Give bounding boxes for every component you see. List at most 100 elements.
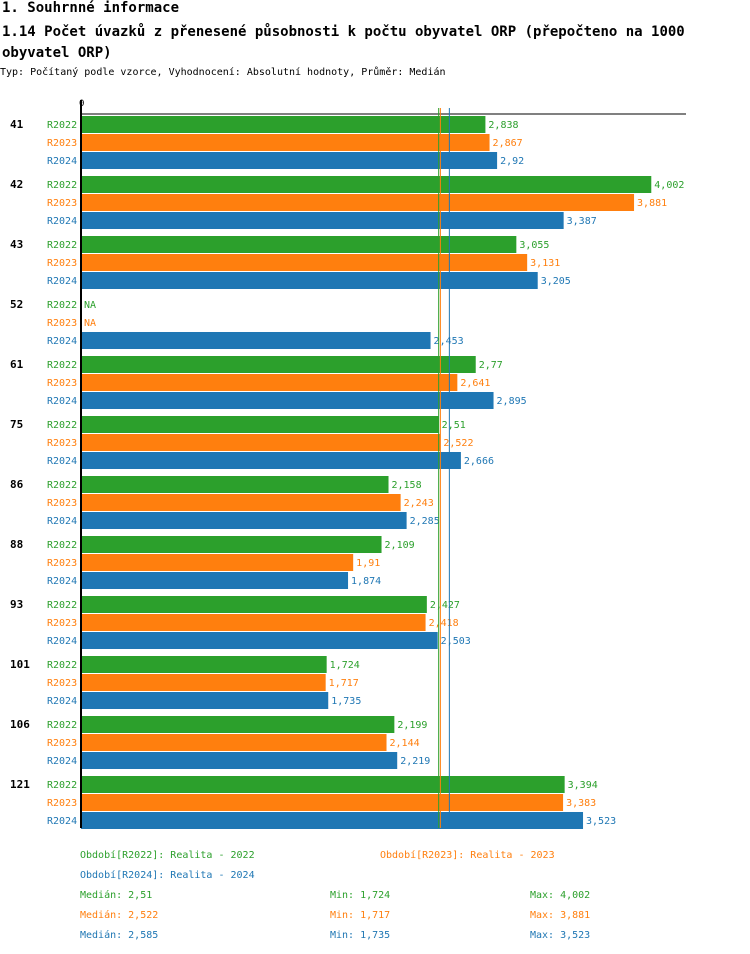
chart-subtitle: Typ: Počítaný podle vzorce, Vyhodnocení:… bbox=[0, 67, 446, 78]
value-label-r2023-101: 1,717 bbox=[329, 678, 359, 689]
value-label-r2024-101: 1,735 bbox=[331, 696, 361, 707]
bar-r2023-106 bbox=[81, 734, 387, 751]
bar-r2023-42 bbox=[81, 194, 635, 211]
series-label-r2023-61: R2023 bbox=[47, 378, 77, 389]
series-label-r2022-42: R2022 bbox=[47, 180, 77, 191]
bar-r2023-88 bbox=[81, 554, 354, 571]
value-label-r2022-42: 4,002 bbox=[654, 180, 684, 191]
category-label-42: 42 bbox=[10, 178, 23, 191]
bar-r2024-42 bbox=[81, 212, 564, 229]
value-label-r2023-52: NA bbox=[84, 318, 96, 329]
series-label-r2024-41: R2024 bbox=[47, 156, 77, 167]
series-label-r2024-121: R2024 bbox=[47, 816, 77, 827]
bar-r2022-61 bbox=[81, 356, 476, 373]
value-label-r2022-86: 2,158 bbox=[392, 480, 422, 491]
bar-r2024-52 bbox=[81, 332, 431, 349]
value-label-r2024-75: 2,666 bbox=[464, 456, 494, 467]
value-label-r2022-75: 2,51 bbox=[442, 420, 466, 431]
legend-min-r2024: Min: 1,735 bbox=[330, 930, 391, 941]
bar-r2024-101 bbox=[81, 692, 329, 709]
series-label-r2023-106: R2023 bbox=[47, 738, 77, 749]
series-label-r2022-75: R2022 bbox=[47, 420, 77, 431]
legend-max-r2024: Max: 3,523 bbox=[530, 930, 591, 941]
bar-r2023-61 bbox=[81, 374, 458, 391]
series-label-r2024-93: R2024 bbox=[47, 636, 77, 647]
bar-r2022-121 bbox=[81, 776, 565, 793]
value-label-r2023-75: 2,522 bbox=[443, 438, 473, 449]
value-label-r2022-41: 2,838 bbox=[488, 120, 518, 131]
bar-r2024-75 bbox=[81, 452, 461, 469]
category-label-52: 52 bbox=[10, 298, 23, 311]
series-label-r2023-86: R2023 bbox=[47, 498, 77, 509]
series-label-r2024-42: R2024 bbox=[47, 216, 77, 227]
bar-r2022-86 bbox=[81, 476, 389, 493]
legend-max-r2023: Max: 3,881 bbox=[530, 910, 591, 921]
series-label-r2024-88: R2024 bbox=[47, 576, 77, 587]
series-label-r2024-52: R2024 bbox=[47, 336, 77, 347]
series-label-r2022-41: R2022 bbox=[47, 120, 77, 131]
legend-period-r2022: Období[R2022]: Realita - 2022 bbox=[80, 850, 255, 861]
bar-r2024-43 bbox=[81, 272, 538, 289]
series-label-r2022-121: R2022 bbox=[47, 780, 77, 791]
value-label-r2024-121: 3,523 bbox=[586, 816, 616, 827]
value-label-r2023-93: 2,418 bbox=[429, 618, 459, 629]
series-label-r2023-43: R2023 bbox=[47, 258, 77, 269]
series-label-r2022-93: R2022 bbox=[47, 600, 77, 611]
series-label-r2022-88: R2022 bbox=[47, 540, 77, 551]
bar-r2023-121 bbox=[81, 794, 564, 811]
legend-median-r2024: Medián: 2,585 bbox=[80, 930, 159, 941]
series-label-r2023-121: R2023 bbox=[47, 798, 77, 809]
value-label-r2023-61: 2,641 bbox=[460, 378, 490, 389]
value-label-r2024-52: 2,453 bbox=[434, 336, 464, 347]
value-label-r2022-106: 2,199 bbox=[397, 720, 427, 731]
series-label-r2023-42: R2023 bbox=[47, 198, 77, 209]
value-label-r2023-106: 2,144 bbox=[390, 738, 420, 749]
category-label-43: 43 bbox=[10, 238, 23, 251]
value-label-r2023-121: 3,383 bbox=[566, 798, 596, 809]
series-label-r2024-75: R2024 bbox=[47, 456, 77, 467]
section-heading: 1. Souhrnné informace bbox=[2, 0, 180, 16]
bar-r2022-75 bbox=[81, 416, 439, 433]
value-label-r2024-61: 2,895 bbox=[497, 396, 527, 407]
series-label-r2023-93: R2023 bbox=[47, 618, 77, 629]
chart-title: 1.14 Počet úvazků z přenesené působnosti… bbox=[2, 24, 685, 61]
series-label-r2023-101: R2023 bbox=[47, 678, 77, 689]
value-label-r2024-106: 2,219 bbox=[400, 756, 430, 767]
series-label-r2024-101: R2024 bbox=[47, 696, 77, 707]
bar-r2024-61 bbox=[81, 392, 494, 409]
category-label-101: 101 bbox=[10, 658, 30, 671]
bar-r2024-93 bbox=[81, 632, 438, 649]
bar-r2024-41 bbox=[81, 152, 498, 169]
legend-min-r2023: Min: 1,717 bbox=[330, 910, 391, 921]
value-label-r2023-41: 2,867 bbox=[493, 138, 523, 149]
series-label-r2023-41: R2023 bbox=[47, 138, 77, 149]
series-label-r2022-86: R2022 bbox=[47, 480, 77, 491]
bar-r2023-43 bbox=[81, 254, 528, 271]
value-label-r2024-93: 2,503 bbox=[441, 636, 471, 647]
value-label-r2023-86: 2,243 bbox=[404, 498, 434, 509]
bar-r2024-86 bbox=[81, 512, 407, 529]
legend-min-r2022: Min: 1,724 bbox=[330, 890, 391, 901]
series-label-r2024-86: R2024 bbox=[47, 516, 77, 527]
legend-period-r2024: Období[R2024]: Realita - 2024 bbox=[80, 870, 255, 881]
value-label-r2024-42: 3,387 bbox=[567, 216, 597, 227]
bar-r2023-93 bbox=[81, 614, 426, 631]
value-label-r2023-43: 3,131 bbox=[530, 258, 560, 269]
bar-r2023-41 bbox=[81, 134, 490, 151]
series-label-r2023-88: R2023 bbox=[47, 558, 77, 569]
bar-r2022-43 bbox=[81, 236, 517, 253]
value-label-r2022-61: 2,77 bbox=[479, 360, 503, 371]
category-label-93: 93 bbox=[10, 598, 23, 611]
bar-r2022-41 bbox=[81, 116, 486, 133]
value-label-r2024-41: 2,92 bbox=[500, 156, 524, 167]
bar-r2022-42 bbox=[81, 176, 652, 193]
series-label-r2022-101: R2022 bbox=[47, 660, 77, 671]
series-label-r2024-106: R2024 bbox=[47, 756, 77, 767]
category-label-75: 75 bbox=[10, 418, 23, 431]
category-label-41: 41 bbox=[10, 118, 24, 131]
bar-r2023-86 bbox=[81, 494, 401, 511]
series-label-r2022-106: R2022 bbox=[47, 720, 77, 731]
series-label-r2022-52: R2022 bbox=[47, 300, 77, 311]
bar-r2024-121 bbox=[81, 812, 584, 829]
